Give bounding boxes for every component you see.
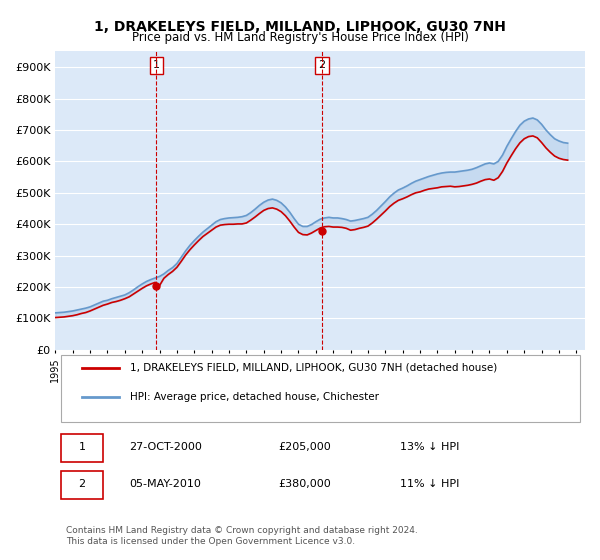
Text: 1, DRAKELEYS FIELD, MILLAND, LIPHOOK, GU30 7NH: 1, DRAKELEYS FIELD, MILLAND, LIPHOOK, GU… xyxy=(94,20,506,34)
FancyBboxPatch shape xyxy=(61,434,103,463)
Text: HPI: Average price, detached house, Chichester: HPI: Average price, detached house, Chic… xyxy=(130,392,379,402)
Text: 1: 1 xyxy=(153,60,160,71)
Text: 1: 1 xyxy=(79,442,85,452)
Text: Contains HM Land Registry data © Crown copyright and database right 2024.
This d: Contains HM Land Registry data © Crown c… xyxy=(66,526,418,545)
FancyBboxPatch shape xyxy=(61,355,580,422)
Text: 2: 2 xyxy=(319,60,325,71)
Text: 13% ↓ HPI: 13% ↓ HPI xyxy=(400,442,459,452)
Text: £380,000: £380,000 xyxy=(278,479,331,489)
FancyBboxPatch shape xyxy=(61,471,103,500)
Text: 05-MAY-2010: 05-MAY-2010 xyxy=(130,479,202,489)
Text: 2: 2 xyxy=(78,479,85,489)
Text: 27-OCT-2000: 27-OCT-2000 xyxy=(130,442,202,452)
Text: 11% ↓ HPI: 11% ↓ HPI xyxy=(400,479,459,489)
Text: Price paid vs. HM Land Registry's House Price Index (HPI): Price paid vs. HM Land Registry's House … xyxy=(131,31,469,44)
Text: 1, DRAKELEYS FIELD, MILLAND, LIPHOOK, GU30 7NH (detached house): 1, DRAKELEYS FIELD, MILLAND, LIPHOOK, GU… xyxy=(130,362,497,372)
Text: £205,000: £205,000 xyxy=(278,442,331,452)
